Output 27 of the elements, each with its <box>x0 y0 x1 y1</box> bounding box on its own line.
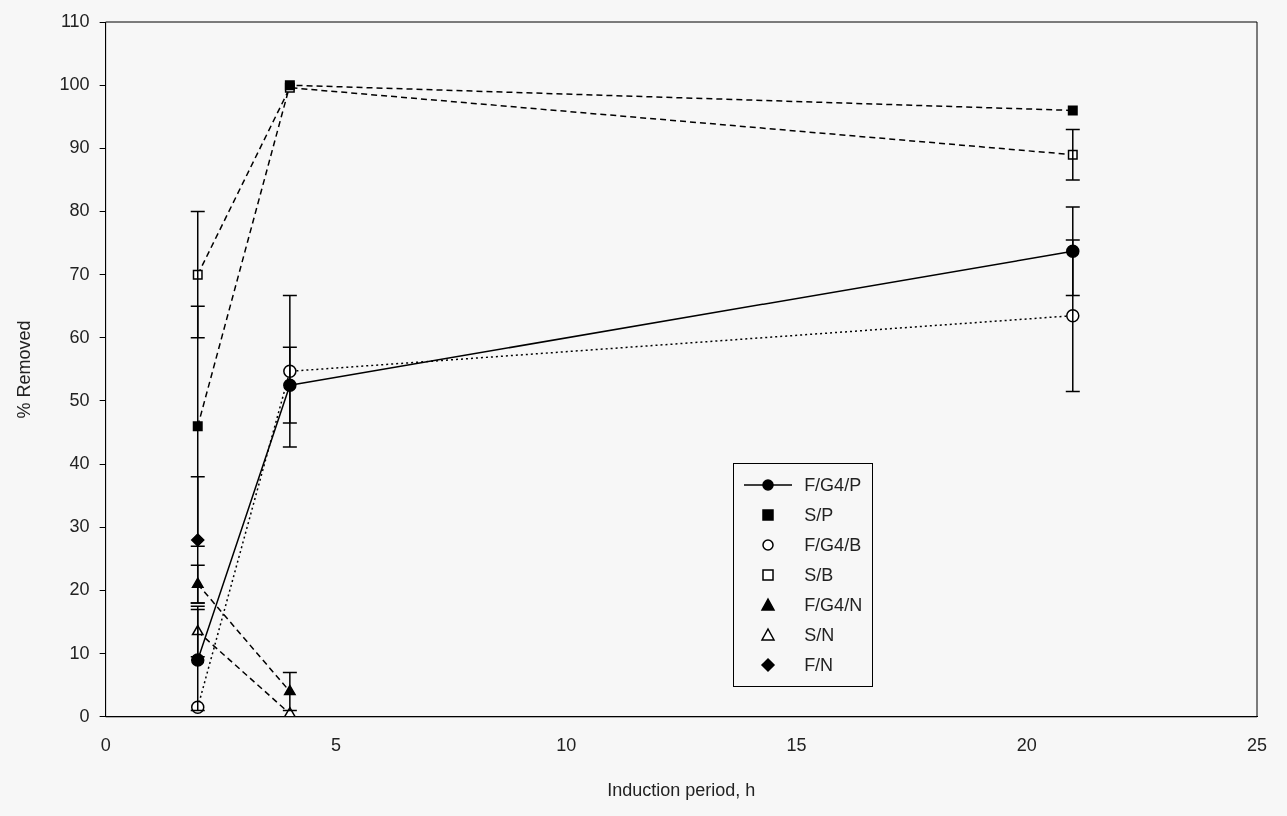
y-tick-label: 40 <box>69 453 90 474</box>
y-tick-label: 30 <box>69 516 90 537</box>
y-tick-label: 100 <box>59 74 90 95</box>
x-tick-label: 0 <box>100 734 111 755</box>
legend-label: S/B <box>804 564 834 586</box>
x-tick-label: 25 <box>1246 734 1268 755</box>
legend-label: F/G4/B <box>804 534 862 556</box>
x-tick-label: 10 <box>556 734 577 755</box>
legend-label: S/P <box>804 504 834 526</box>
y-tick-label: 0 <box>79 705 90 726</box>
legend-label: F/N <box>804 654 834 676</box>
y-tick-label: 110 <box>60 10 90 31</box>
y-axis-title: % Removed <box>13 320 34 419</box>
y-tick-label: 50 <box>69 389 90 410</box>
x-tick-label: 20 <box>1016 734 1037 755</box>
x-axis-title: Induction period, h <box>607 780 756 801</box>
legend-label: F/G4/P <box>804 474 862 496</box>
y-tick-label: 60 <box>69 326 90 347</box>
y-tick-label: 20 <box>69 579 90 600</box>
y-tick-label: 70 <box>69 263 90 284</box>
x-tick-label: 15 <box>786 734 807 755</box>
legend-label: S/N <box>804 624 835 646</box>
x-tick-label: 5 <box>330 734 341 755</box>
y-tick-label: 10 <box>69 642 90 663</box>
y-tick-label: 90 <box>69 137 90 158</box>
y-tick-label: 80 <box>69 200 90 221</box>
legend-label: F/G4/N <box>804 594 863 616</box>
